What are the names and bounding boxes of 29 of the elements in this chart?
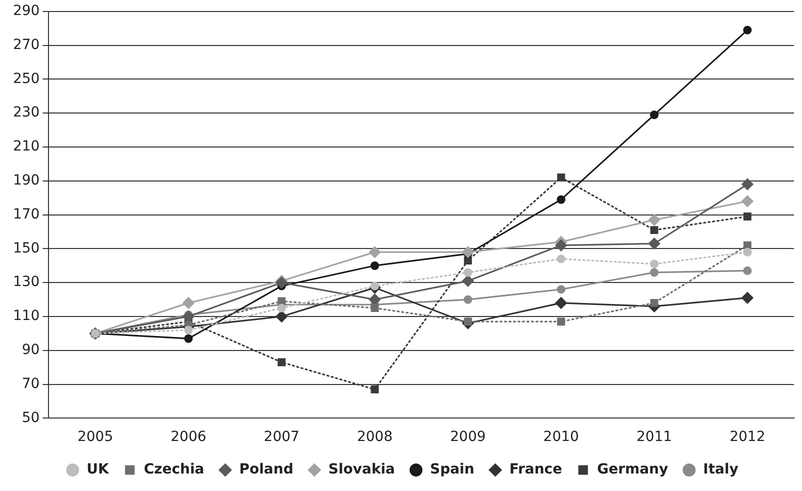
legend-label: Spain — [430, 462, 474, 478]
y-tick-label: 210 — [12, 138, 40, 155]
y-tick-label: 250 — [12, 70, 40, 87]
x-tick-label: 2007 — [264, 429, 300, 446]
legend-label: Slovakia — [328, 462, 396, 478]
y-tick-label: 90 — [22, 342, 40, 358]
y-tick-label: 290 — [12, 3, 40, 20]
y-tick-label: 130 — [12, 274, 40, 290]
y-tick-label: 190 — [12, 172, 40, 189]
y-tick-label: 50 — [22, 410, 40, 426]
legend-label: Italy — [703, 462, 738, 478]
y-tick-label: 70 — [22, 376, 40, 392]
y-tick-label: 110 — [12, 308, 40, 324]
x-tick-label: 2009 — [450, 429, 486, 446]
legend-label: France — [509, 462, 562, 478]
x-tick-label: 2011 — [636, 429, 672, 446]
y-tick-label: 270 — [12, 36, 40, 53]
x-tick-label: 2008 — [356, 429, 393, 446]
y-tick-label: 230 — [12, 104, 40, 121]
y-tick-label: 170 — [12, 206, 40, 222]
x-tick-label: 2006 — [170, 429, 206, 446]
legend-label: Poland — [239, 462, 294, 478]
y-tick-label: 150 — [12, 240, 40, 256]
x-tick-label: 2010 — [543, 429, 579, 446]
legend-label: Czechia — [144, 462, 204, 478]
x-tick-label: 2012 — [730, 429, 766, 446]
legend-label: UK — [86, 462, 110, 478]
x-tick-label: 2005 — [77, 429, 114, 446]
legend-label: Germany — [597, 462, 668, 478]
